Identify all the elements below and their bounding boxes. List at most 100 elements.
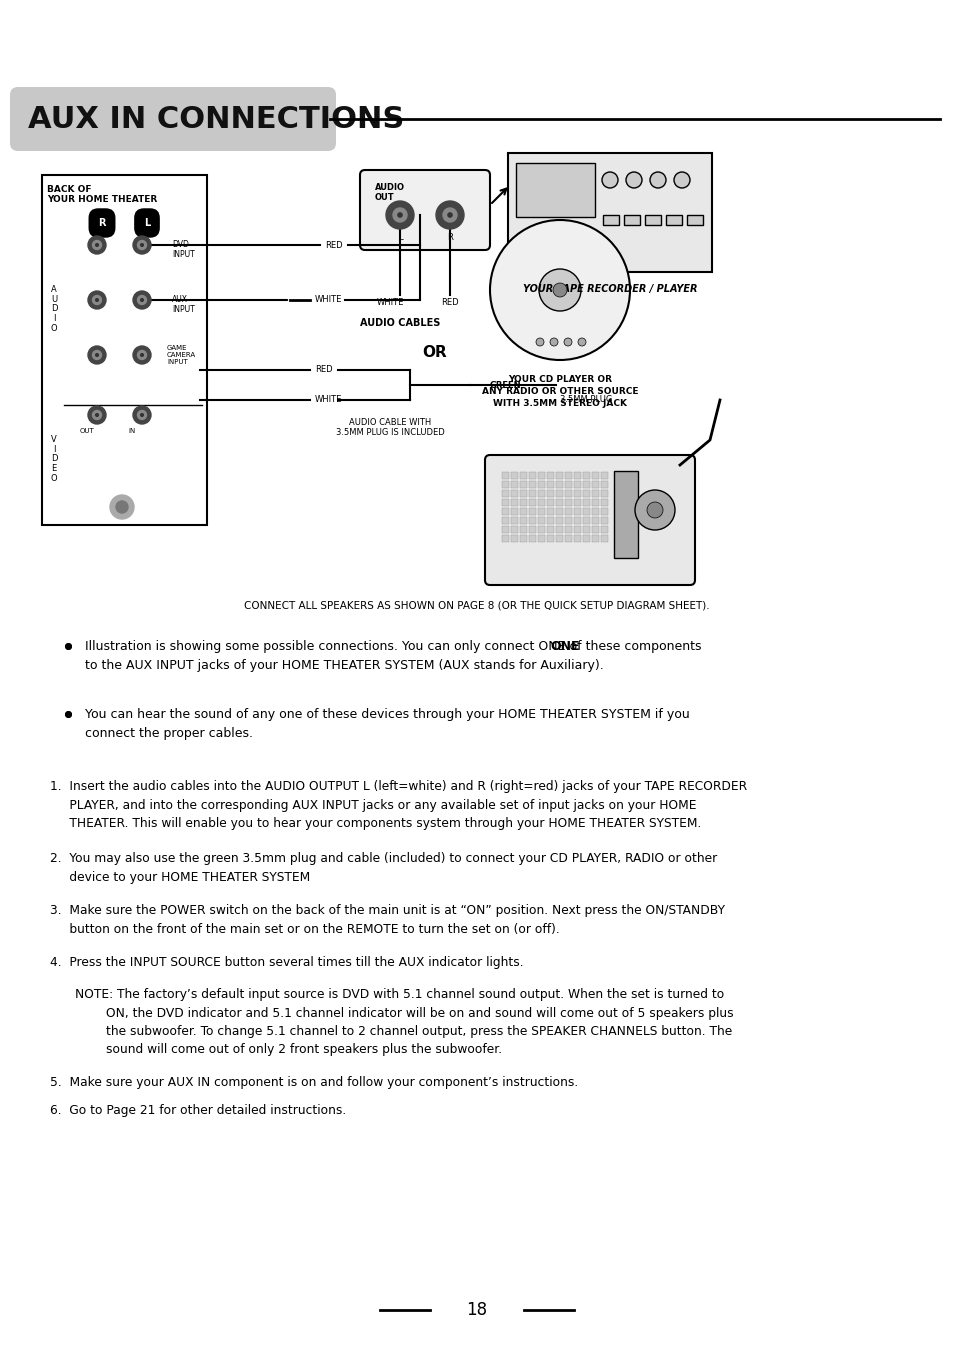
- FancyBboxPatch shape: [574, 499, 580, 506]
- FancyBboxPatch shape: [519, 482, 526, 488]
- Circle shape: [92, 240, 101, 250]
- Text: BACK OF
YOUR HOME THEATER: BACK OF YOUR HOME THEATER: [47, 185, 157, 205]
- FancyBboxPatch shape: [564, 526, 572, 533]
- Circle shape: [397, 213, 401, 217]
- FancyBboxPatch shape: [529, 509, 536, 515]
- Text: YOUR CD PLAYER OR
ANY RADIO OR OTHER SOURCE
WITH 3.5MM STEREO JACK: YOUR CD PLAYER OR ANY RADIO OR OTHER SOU…: [481, 375, 638, 407]
- FancyBboxPatch shape: [529, 472, 536, 479]
- Circle shape: [92, 351, 101, 359]
- FancyBboxPatch shape: [665, 214, 681, 225]
- FancyBboxPatch shape: [546, 509, 554, 515]
- FancyBboxPatch shape: [556, 536, 562, 542]
- Circle shape: [601, 173, 618, 188]
- FancyBboxPatch shape: [42, 175, 207, 525]
- Text: 4.  Press the INPUT SOURCE button several times till the AUX indicator lights.: 4. Press the INPUT SOURCE button several…: [50, 956, 523, 969]
- FancyBboxPatch shape: [592, 517, 598, 523]
- Text: L: L: [144, 219, 150, 228]
- Circle shape: [95, 298, 98, 301]
- FancyBboxPatch shape: [537, 517, 544, 523]
- Circle shape: [140, 298, 143, 301]
- Text: AUDIO CABLE WITH
3.5MM PLUG IS INCLUDED: AUDIO CABLE WITH 3.5MM PLUG IS INCLUDED: [335, 418, 444, 437]
- FancyBboxPatch shape: [564, 499, 572, 506]
- FancyBboxPatch shape: [519, 490, 526, 496]
- FancyBboxPatch shape: [519, 526, 526, 533]
- FancyBboxPatch shape: [592, 482, 598, 488]
- Circle shape: [137, 295, 147, 305]
- FancyBboxPatch shape: [519, 517, 526, 523]
- Circle shape: [442, 208, 456, 223]
- Text: RED: RED: [314, 366, 333, 375]
- FancyBboxPatch shape: [600, 509, 607, 515]
- FancyBboxPatch shape: [546, 517, 554, 523]
- Circle shape: [95, 414, 98, 417]
- FancyBboxPatch shape: [501, 536, 509, 542]
- Circle shape: [536, 339, 543, 345]
- Circle shape: [447, 213, 452, 217]
- FancyBboxPatch shape: [600, 526, 607, 533]
- Text: OUT: OUT: [79, 428, 94, 434]
- FancyBboxPatch shape: [501, 499, 509, 506]
- Text: 1.  Insert the audio cables into the AUDIO OUTPUT L (left=white) and R (right=re: 1. Insert the audio cables into the AUDI…: [50, 780, 746, 830]
- Circle shape: [553, 283, 566, 297]
- FancyBboxPatch shape: [519, 499, 526, 506]
- Text: A
U
D
I
O: A U D I O: [51, 285, 57, 333]
- Circle shape: [116, 500, 128, 513]
- Circle shape: [137, 351, 147, 359]
- FancyBboxPatch shape: [501, 482, 509, 488]
- FancyBboxPatch shape: [546, 490, 554, 496]
- FancyBboxPatch shape: [582, 517, 589, 523]
- Circle shape: [88, 236, 106, 254]
- Text: R: R: [447, 233, 453, 241]
- FancyBboxPatch shape: [546, 536, 554, 542]
- FancyBboxPatch shape: [600, 482, 607, 488]
- Circle shape: [436, 201, 463, 229]
- Text: AUDIO CABLES: AUDIO CABLES: [359, 318, 439, 328]
- Text: AUDIO
OUT: AUDIO OUT: [375, 183, 405, 202]
- Text: RED: RED: [440, 298, 458, 308]
- FancyBboxPatch shape: [511, 517, 517, 523]
- Circle shape: [132, 236, 151, 254]
- FancyBboxPatch shape: [592, 472, 598, 479]
- FancyBboxPatch shape: [501, 509, 509, 515]
- Circle shape: [132, 406, 151, 424]
- FancyBboxPatch shape: [600, 499, 607, 506]
- FancyBboxPatch shape: [511, 526, 517, 533]
- FancyBboxPatch shape: [600, 517, 607, 523]
- FancyBboxPatch shape: [511, 482, 517, 488]
- Text: YOUR TAPE RECORDER / PLAYER: YOUR TAPE RECORDER / PLAYER: [522, 285, 697, 294]
- Text: CONNECT ALL SPEAKERS AS SHOWN ON PAGE 8 (OR THE QUICK SETUP DIAGRAM SHEET).: CONNECT ALL SPEAKERS AS SHOWN ON PAGE 8 …: [244, 600, 709, 610]
- Text: WHITE: WHITE: [314, 395, 342, 405]
- FancyBboxPatch shape: [519, 472, 526, 479]
- FancyBboxPatch shape: [10, 86, 335, 151]
- FancyBboxPatch shape: [501, 517, 509, 523]
- FancyBboxPatch shape: [501, 490, 509, 496]
- FancyBboxPatch shape: [529, 517, 536, 523]
- FancyBboxPatch shape: [574, 517, 580, 523]
- FancyBboxPatch shape: [582, 526, 589, 533]
- FancyBboxPatch shape: [529, 536, 536, 542]
- FancyBboxPatch shape: [546, 499, 554, 506]
- FancyBboxPatch shape: [501, 526, 509, 533]
- FancyBboxPatch shape: [556, 482, 562, 488]
- FancyBboxPatch shape: [537, 472, 544, 479]
- Text: 5.  Make sure your AUX IN component is on and follow your component’s instructio: 5. Make sure your AUX IN component is on…: [50, 1077, 578, 1089]
- FancyBboxPatch shape: [511, 490, 517, 496]
- FancyBboxPatch shape: [546, 482, 554, 488]
- Text: R: R: [98, 219, 106, 228]
- Circle shape: [88, 291, 106, 309]
- FancyBboxPatch shape: [592, 509, 598, 515]
- Circle shape: [393, 208, 407, 223]
- Text: NOTE: The factory’s default input source is DVD with 5.1 channel sound output. W: NOTE: The factory’s default input source…: [75, 987, 733, 1056]
- FancyBboxPatch shape: [582, 536, 589, 542]
- Circle shape: [140, 244, 143, 247]
- Text: 18: 18: [466, 1300, 487, 1319]
- FancyBboxPatch shape: [359, 170, 490, 250]
- FancyBboxPatch shape: [511, 509, 517, 515]
- FancyBboxPatch shape: [602, 214, 618, 225]
- Text: OR: OR: [422, 345, 447, 360]
- FancyBboxPatch shape: [519, 536, 526, 542]
- FancyBboxPatch shape: [556, 509, 562, 515]
- FancyBboxPatch shape: [484, 455, 695, 585]
- Circle shape: [92, 410, 101, 420]
- FancyBboxPatch shape: [511, 536, 517, 542]
